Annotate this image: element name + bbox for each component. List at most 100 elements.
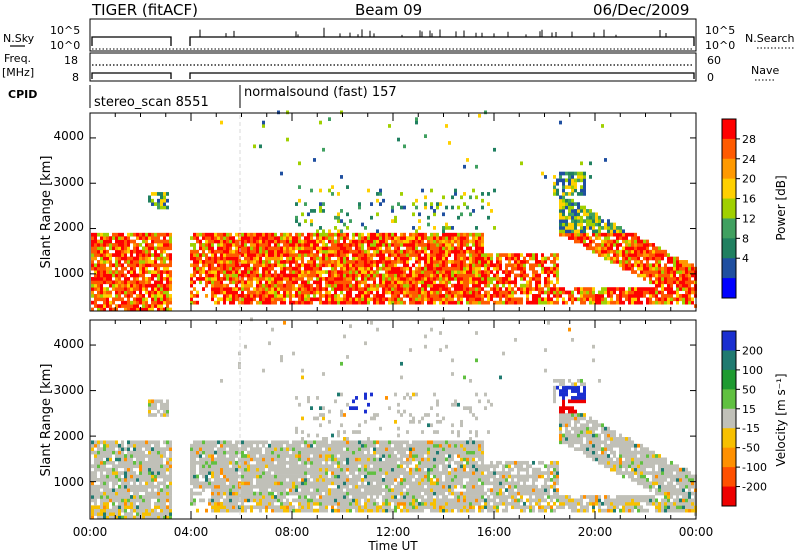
- echo-cell: [220, 267, 223, 271]
- echo-cell: [586, 233, 589, 237]
- echo-cell: [643, 270, 646, 274]
- echo-cell: [475, 226, 478, 230]
- echo-cell: [199, 481, 202, 485]
- echo-cell: [169, 509, 172, 513]
- echo-cell: [118, 464, 121, 468]
- echo-cell: [301, 468, 304, 472]
- echo-cell: [484, 291, 487, 295]
- echo-cell: [262, 246, 265, 250]
- echo-cell: [583, 185, 586, 189]
- echo-cell: [364, 297, 367, 301]
- echo-cell: [313, 297, 316, 301]
- echo-cell: [235, 243, 238, 247]
- echo-cell: [139, 294, 142, 298]
- echo-cell: [301, 430, 304, 434]
- echo-cell: [241, 481, 244, 485]
- echo-cell: [229, 287, 232, 291]
- echo-cell: [118, 233, 121, 237]
- echo-cell: [148, 468, 151, 472]
- echo-cell: [133, 267, 136, 271]
- echo-cell: [583, 172, 586, 176]
- echo-cell: [196, 451, 199, 455]
- echo-cell: [349, 294, 352, 298]
- echo-cell: [292, 471, 295, 475]
- echo-cell: [544, 175, 547, 179]
- echo-cell: [124, 294, 127, 298]
- echo-cell: [658, 246, 661, 250]
- echo-cell: [457, 277, 460, 281]
- echo-cell: [316, 502, 319, 506]
- echo-cell: [97, 284, 100, 288]
- echo-cell: [157, 277, 160, 281]
- echo-cell: [367, 263, 370, 267]
- echo-cell: [214, 502, 217, 506]
- echo-cell: [607, 240, 610, 244]
- echo-cell: [298, 403, 301, 407]
- echo-cell: [460, 257, 463, 261]
- echo-cell: [682, 277, 685, 281]
- echo-cell: [151, 468, 154, 472]
- echo-cell: [337, 212, 340, 216]
- echo-cell: [415, 294, 418, 298]
- echo-cell: [397, 277, 400, 281]
- echo-cell: [574, 233, 577, 237]
- echo-cell: [487, 294, 490, 298]
- echo-cell: [469, 260, 472, 264]
- echo-cell: [331, 236, 334, 240]
- echo-cell: [304, 287, 307, 291]
- echo-cell: [265, 274, 268, 278]
- echo-cell: [193, 233, 196, 237]
- echo-cell: [154, 192, 157, 196]
- echo-cell: [169, 243, 172, 247]
- echo-cell: [655, 284, 658, 288]
- echo-cell: [313, 499, 316, 503]
- echo-cell: [364, 270, 367, 274]
- echo-cell: [529, 291, 532, 295]
- echo-cell: [358, 257, 361, 261]
- echo-cell: [442, 212, 445, 216]
- echo-cell: [253, 260, 256, 264]
- echo-cell: [124, 454, 127, 458]
- echo-cell: [91, 267, 94, 271]
- echo-cell: [121, 301, 124, 305]
- echo-cell: [217, 240, 220, 244]
- echo-cell: [574, 297, 577, 301]
- echo-cell: [355, 246, 358, 250]
- echo-cell: [289, 478, 292, 482]
- echo-cell: [214, 451, 217, 455]
- echo-cell: [307, 454, 310, 458]
- echo-cell: [424, 134, 427, 138]
- echo-cell: [493, 189, 496, 193]
- echo-cell: [556, 297, 559, 301]
- echo-cell: [127, 284, 130, 288]
- echo-cell: [241, 444, 244, 448]
- echo-cell: [556, 192, 559, 196]
- echo-cell: [337, 216, 340, 220]
- echo-cell: [154, 202, 157, 206]
- echo-cell: [265, 440, 268, 444]
- echo-cell: [241, 505, 244, 509]
- echo-cell: [595, 236, 598, 240]
- echo-cell: [379, 274, 382, 278]
- echo-cell: [379, 280, 382, 284]
- echo-cell: [535, 284, 538, 288]
- echo-cell: [361, 301, 364, 305]
- echo-cell: [376, 229, 379, 233]
- echo-cell: [667, 291, 670, 295]
- echo-cell: [223, 270, 226, 274]
- echo-cell: [112, 246, 115, 250]
- echo-cell: [283, 243, 286, 247]
- echo-cell: [421, 267, 424, 271]
- echo-cell: [256, 243, 259, 247]
- echo-cell: [301, 274, 304, 278]
- echo-cell: [295, 287, 298, 291]
- echo-cell: [400, 233, 403, 237]
- echo-cell: [604, 301, 607, 305]
- echo-cell: [148, 413, 151, 417]
- echo-cell: [334, 270, 337, 274]
- echo-cell: [298, 253, 301, 257]
- echo-cell: [148, 451, 151, 455]
- echo-cell: [124, 471, 127, 475]
- echo-cell: [298, 291, 301, 295]
- echo-cell: [163, 206, 166, 210]
